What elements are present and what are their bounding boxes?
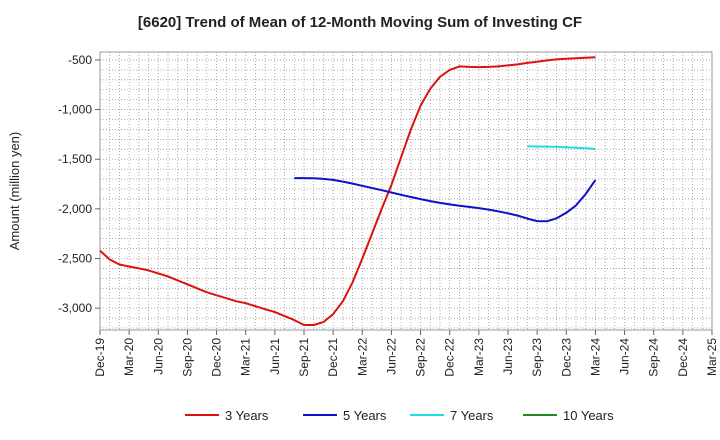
y-axis-ticks: -500 -1,000 -1,500 -2,000 -2,500 -3,000 — [58, 53, 100, 315]
y-tick-label: -1,000 — [58, 103, 92, 117]
series-line-7-years — [527, 145, 596, 150]
x-tick-label: Sep-21 — [297, 338, 311, 377]
legend-label: 3 Years — [225, 408, 269, 423]
plot-frame — [99, 51, 713, 331]
x-tick-label: Dec-23 — [559, 338, 573, 377]
chart-title: [6620] Trend of Mean of 12-Month Moving … — [137, 14, 583, 31]
x-tick-label: Jun-20 — [151, 338, 165, 375]
grid — [99, 52, 713, 330]
x-tick-label: Jun-23 — [501, 338, 515, 375]
x-tick-label: Mar-22 — [355, 338, 369, 376]
y-tick-label: -500 — [68, 53, 92, 67]
x-axis-ticks: Dec-19 Mar-20 Jun-20 Sep-20 Dec-20 Mar-21 Jun-… — [93, 330, 719, 377]
x-tick-label: Sep-23 — [530, 338, 544, 377]
x-tick-label: Sep-22 — [414, 338, 428, 377]
x-tick-label: Dec-24 — [676, 338, 690, 377]
x-tick-label: Dec-22 — [443, 338, 457, 377]
x-tick-label: Sep-20 — [180, 338, 194, 377]
legend-label: 5 Years — [343, 408, 387, 423]
series-line-3-years — [99, 56, 596, 326]
x-tick-label: Mar-21 — [239, 338, 253, 376]
x-tick-label: Jun-24 — [618, 338, 632, 375]
x-tick-label: Dec-20 — [210, 338, 224, 377]
y-tick-label: -1,500 — [58, 152, 92, 166]
x-tick-label: Sep-24 — [647, 338, 661, 377]
x-tick-label: Dec-21 — [326, 338, 340, 377]
y-tick-label: -2,000 — [58, 202, 92, 216]
x-tick-label: Mar-23 — [472, 338, 486, 376]
x-tick-label: Jun-21 — [268, 338, 282, 375]
x-tick-label: Mar-24 — [588, 338, 602, 376]
y-tick-label: -2,500 — [58, 252, 92, 266]
legend-label: 7 Years — [450, 408, 494, 423]
x-tick-label: Mar-20 — [122, 338, 136, 376]
legend-label: 10 Years — [563, 408, 614, 423]
x-tick-label: Dec-19 — [93, 338, 107, 377]
x-tick-label: Jun-22 — [384, 338, 398, 375]
series-lines — [99, 56, 597, 326]
series-line-5-years — [294, 177, 597, 223]
legend: 3 Years 5 Years 7 Years 10 Years — [185, 408, 614, 423]
y-tick-label: -3,000 — [58, 301, 92, 315]
y-axis-label: Amount (million yen) — [7, 132, 22, 251]
x-tick-label: Mar-25 — [705, 338, 719, 376]
